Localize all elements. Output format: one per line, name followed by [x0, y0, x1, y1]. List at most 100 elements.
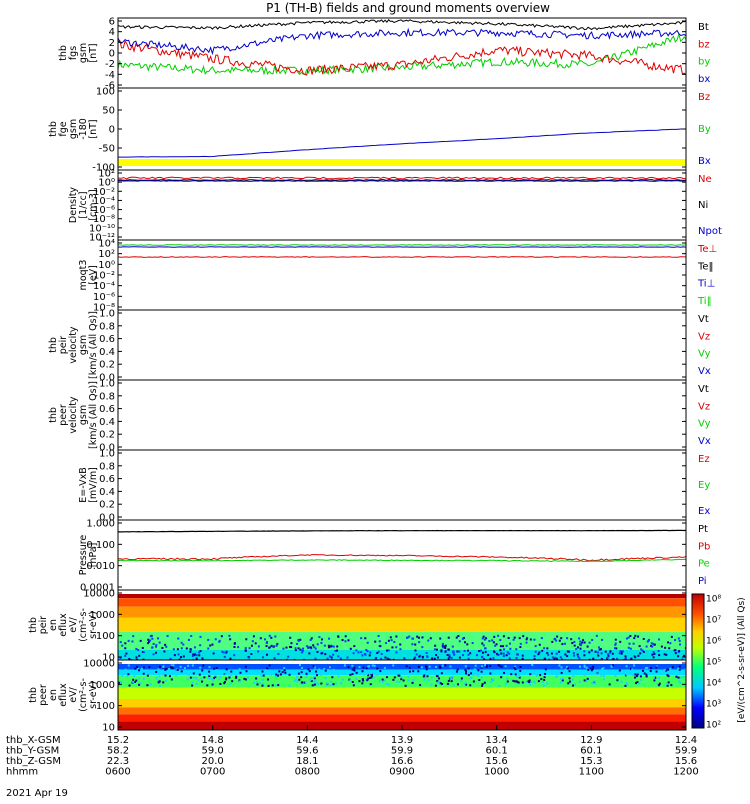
colorbar-tick: 10⁶ [706, 637, 721, 647]
ion-speckle [431, 657, 433, 659]
ion-speckle [637, 636, 639, 638]
elec-speckle [514, 667, 516, 669]
elec-speckle [366, 667, 368, 669]
elec-speckle [435, 666, 437, 668]
y-tick-label: 0.8 [99, 391, 115, 402]
ion-speckle [357, 651, 359, 653]
elec-speckle [586, 667, 588, 669]
elec-speckle [133, 675, 135, 677]
ion-speckle [444, 662, 446, 664]
elec-speckle [382, 679, 384, 681]
elec-speckle [255, 677, 257, 679]
ion-speckle [494, 645, 496, 647]
ion-speckle [376, 652, 378, 654]
elec-speckle [523, 670, 525, 672]
ion-speckle [436, 649, 438, 651]
ion-speckle [414, 657, 416, 659]
elec-speckle [231, 680, 233, 682]
ion-speckle [628, 637, 630, 639]
elec-speckle [300, 676, 302, 678]
ion-speckle [556, 653, 558, 655]
elec-speckle [453, 684, 455, 686]
ion-speckle [574, 645, 576, 647]
elec-speckle [212, 683, 214, 685]
panel-plot [118, 664, 687, 734]
ion-speckle [289, 646, 291, 648]
elec-speckle [392, 679, 394, 681]
ion-speckle [374, 661, 376, 663]
elec-speckle [239, 668, 241, 670]
elec-speckle [516, 676, 518, 678]
panel-plot [118, 129, 686, 166]
elec-speckle [522, 681, 524, 683]
panel-frame [118, 380, 686, 450]
ion-speckle [442, 646, 444, 648]
elec-speckle [519, 670, 521, 672]
ion-speckle [262, 656, 264, 658]
elec-speckle [228, 677, 230, 679]
elec-speckle [633, 664, 635, 666]
ion-speckle [255, 642, 257, 644]
elec-speckle [296, 680, 298, 682]
ion-speckle [302, 648, 304, 650]
ion-speckle [575, 648, 577, 650]
elec-speckle [603, 675, 605, 677]
ion-speckle [132, 635, 134, 637]
elec-speckle [204, 669, 206, 671]
ion-speckle [514, 662, 516, 664]
ion-speckle [378, 635, 380, 637]
legend-item: Vx [698, 436, 711, 447]
colorbar-tick: 10³ [706, 700, 721, 710]
ion-speckle [526, 638, 528, 640]
ion-speckle [356, 662, 358, 664]
ion-speckle [577, 656, 579, 658]
ion-speckle [318, 636, 320, 638]
ion-speckle [209, 645, 211, 647]
y-tick-label: 10² [98, 249, 115, 260]
footer-value: 0800 [295, 767, 320, 778]
elec-speckle [470, 672, 472, 674]
ion-speckle [643, 638, 645, 640]
ion-speckle [282, 648, 284, 650]
ion-speckle [619, 652, 621, 654]
ion-speckle [596, 635, 598, 637]
ion-speckle [444, 647, 446, 649]
elec-speckle [400, 676, 402, 678]
elec-speckle [434, 671, 436, 673]
elec-speckle [583, 665, 585, 667]
elec-speckle [351, 665, 353, 667]
elec-speckle [156, 677, 158, 679]
elec-speckle [492, 678, 494, 680]
ion-speckle [214, 661, 216, 663]
ion-speckle [215, 638, 217, 640]
ion-speckle [677, 655, 679, 657]
legend-item: Bx [698, 156, 711, 167]
footer-value: 59.0 [202, 746, 224, 757]
ion-speckle [128, 661, 130, 663]
elec-speckle [632, 674, 634, 676]
elec-speckle [282, 671, 284, 673]
elec-speckle [275, 674, 277, 676]
ion-speckle [566, 637, 568, 639]
elec-speckle [543, 685, 545, 687]
ion-speckle [360, 637, 362, 639]
ion-speckle [295, 649, 297, 651]
elec-speckle [269, 664, 271, 666]
ion-speckle [601, 639, 603, 641]
y-tick-label: -50 [99, 144, 115, 155]
elec-speckle [423, 674, 425, 676]
ion-speckle [679, 643, 681, 645]
ion-speckle [159, 642, 161, 644]
legend-item: Vy [698, 419, 711, 430]
elec-speckle [338, 675, 340, 677]
legend-item: Te‖ [697, 261, 714, 272]
ion-speckle [646, 646, 648, 648]
elec-speckle [468, 667, 470, 669]
elec-speckle [329, 684, 331, 686]
y-tick-label: 0 [109, 49, 115, 60]
ion-speckle [564, 653, 566, 655]
ion-speckle [675, 652, 677, 654]
ion-speckle [543, 647, 545, 649]
